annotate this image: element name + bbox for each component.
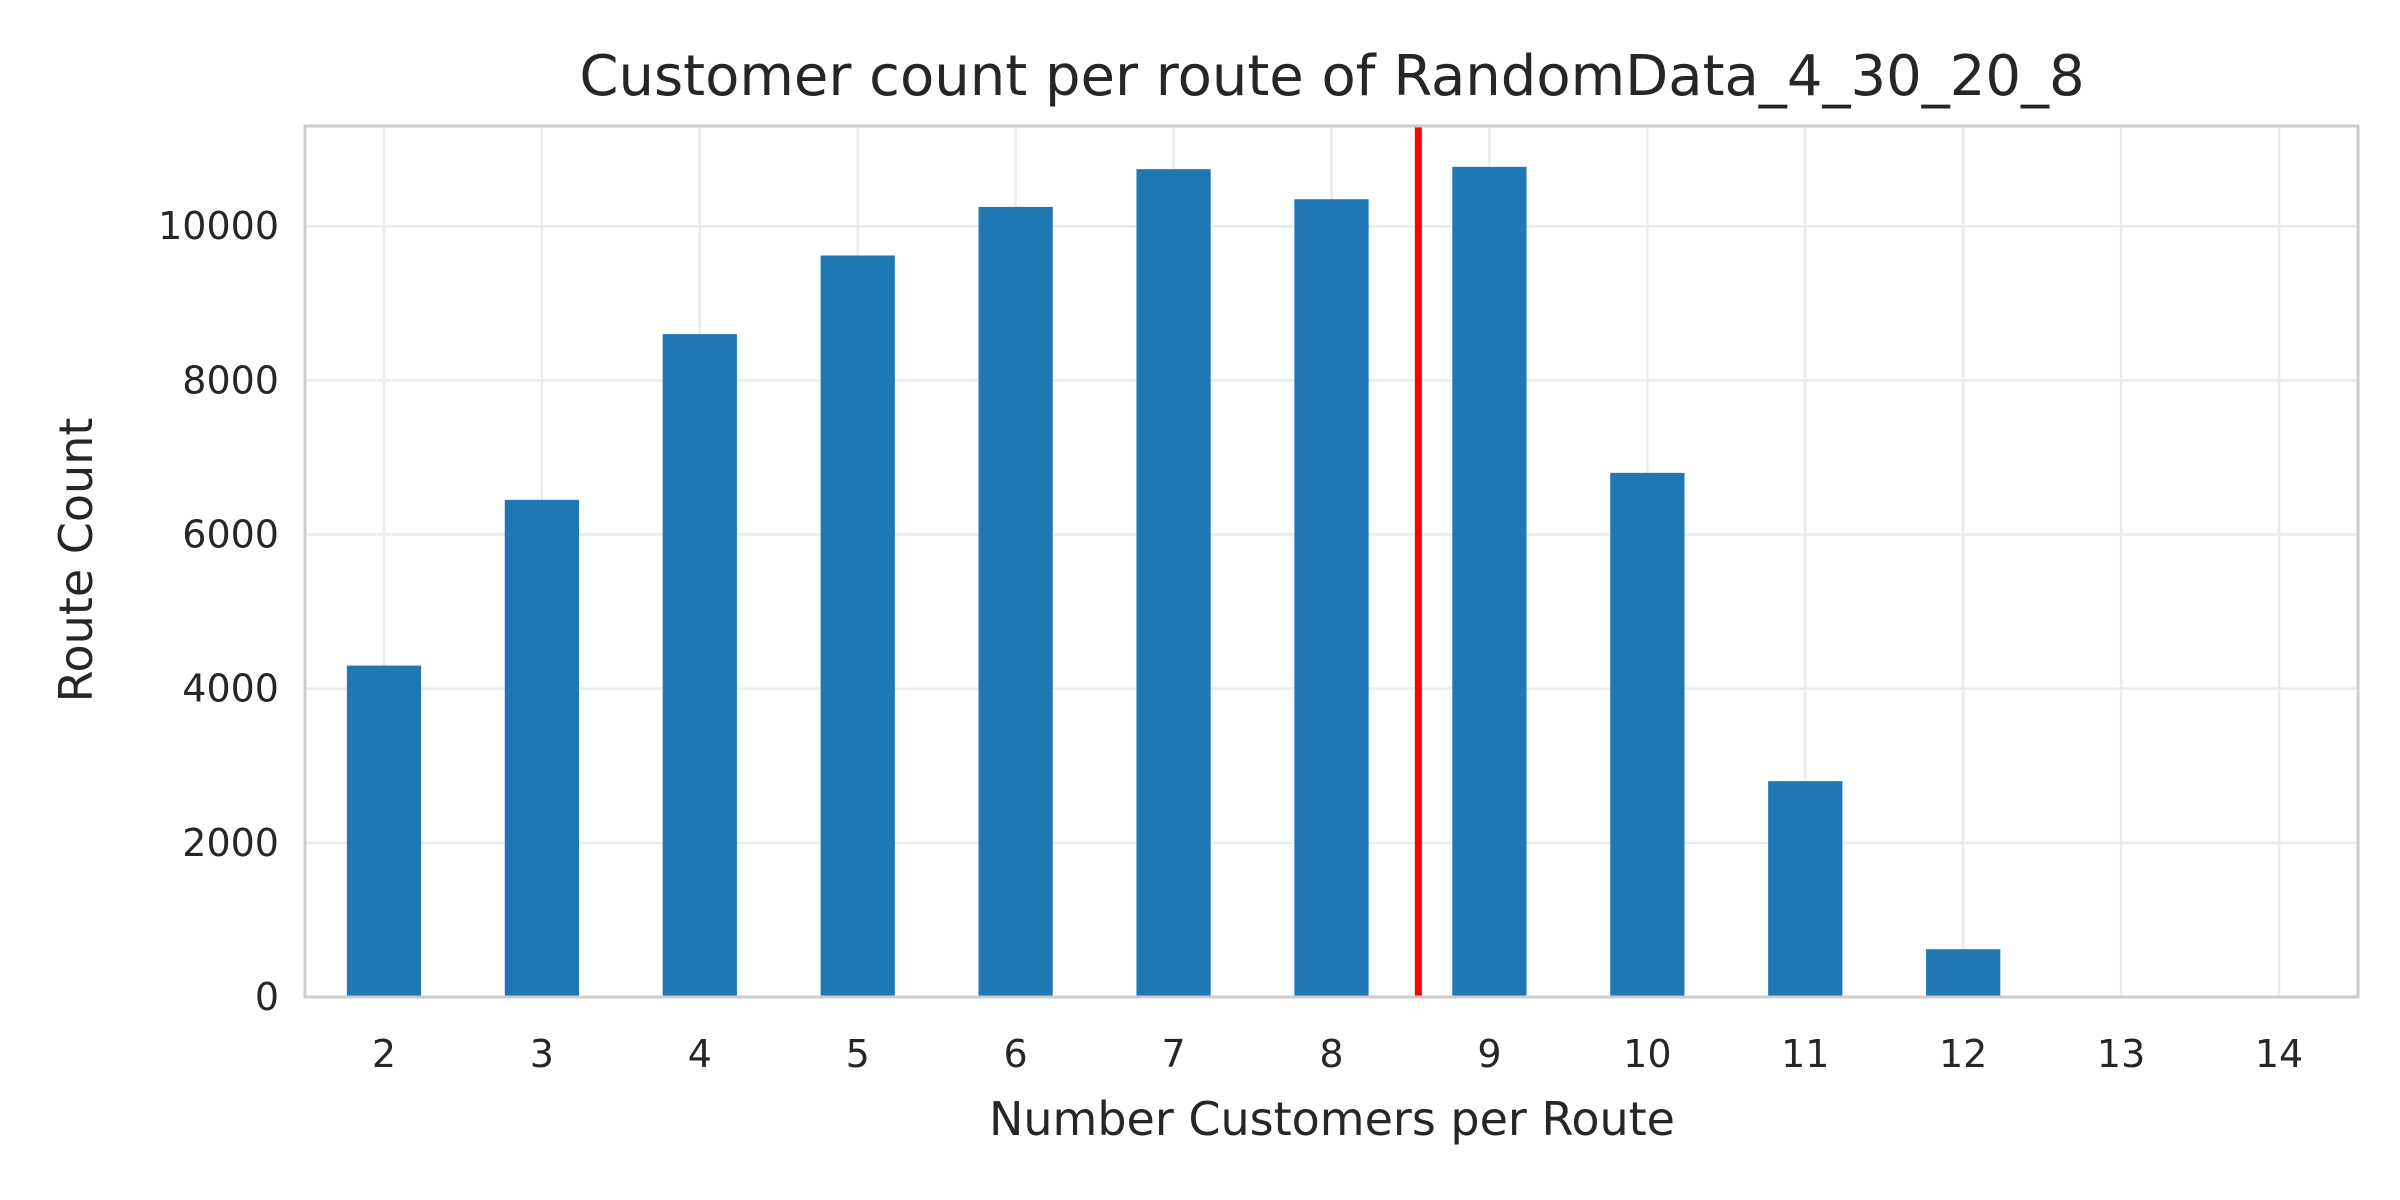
y-tick-label: 8000 (182, 358, 279, 402)
x-tick-label: 14 (2255, 1032, 2303, 1076)
x-tick-label: 6 (1004, 1032, 1028, 1076)
bar-9 (1452, 166, 1527, 997)
y-tick-label: 10000 (158, 204, 279, 248)
x-axis-ticks: 2 3 4 5 6 7 8 9 10 11 12 13 14 (372, 1032, 2303, 1076)
bar-2 (346, 665, 422, 997)
x-tick-label: 8 (1319, 1032, 1343, 1076)
x-tick-label: 5 (846, 1032, 870, 1076)
bars (346, 166, 2001, 998)
plot-frame (303, 124, 2360, 999)
bar-3 (504, 499, 579, 997)
y-tick-label: 4000 (182, 667, 279, 711)
x-tick-label: 12 (1939, 1032, 1987, 1076)
bar-8 (1294, 199, 1369, 998)
x-tick-label: 7 (1161, 1032, 1185, 1076)
x-tick-label: 10 (1623, 1032, 1671, 1076)
x-axis-label: Number Customers per Route (989, 1092, 1675, 1146)
x-tick-label: 3 (530, 1032, 554, 1076)
y-axis-ticks: 0 2000 4000 6000 8000 10000 (158, 204, 279, 1019)
x-tick-label: 9 (1477, 1032, 1501, 1076)
y-tick-label: 2000 (182, 821, 279, 865)
y-tick-label: 0 (255, 975, 279, 1019)
bar-4 (662, 334, 737, 997)
bar-12 (1926, 949, 2001, 997)
chart-title: Customer count per route of RandomData_4… (579, 44, 2084, 109)
x-tick-label: 11 (1781, 1032, 1829, 1076)
bar-11 (1768, 781, 1843, 997)
x-tick-label: 2 (372, 1032, 396, 1076)
x-tick-label: 4 (688, 1032, 712, 1076)
bar-7 (1136, 169, 1211, 997)
y-axis-label: Route Count (49, 418, 103, 703)
x-tick-label: 13 (2097, 1032, 2145, 1076)
bar-10 (1610, 472, 1685, 997)
y-tick-label: 6000 (182, 513, 279, 557)
bar-5 (820, 255, 895, 998)
bar-6 (978, 206, 1053, 998)
